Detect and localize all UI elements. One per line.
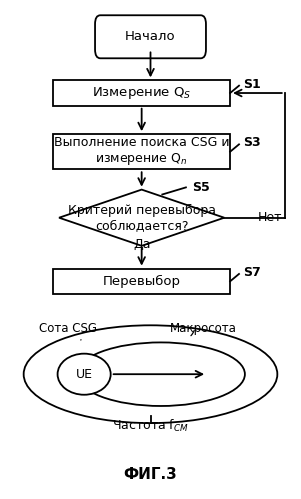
Ellipse shape	[24, 325, 277, 423]
Text: Да: Да	[133, 238, 150, 250]
Bar	[53, 80, 230, 106]
Text: Перевыбор: Перевыбор	[103, 275, 181, 288]
Polygon shape	[59, 190, 224, 246]
Text: S7: S7	[244, 266, 261, 279]
Ellipse shape	[57, 354, 111, 395]
Text: UE: UE	[76, 368, 93, 381]
Text: S3: S3	[244, 136, 261, 149]
Text: Начало: Начало	[125, 30, 176, 43]
Text: S1: S1	[244, 78, 261, 91]
Text: Частота f$_{СМ}$: Частота f$_{СМ}$	[112, 418, 189, 434]
FancyBboxPatch shape	[95, 15, 206, 58]
Text: Критерий перевыбора
соблюдается?: Критерий перевыбора соблюдается?	[68, 204, 216, 232]
Text: Измерение Q$_S$: Измерение Q$_S$	[92, 85, 191, 101]
Bar	[53, 268, 230, 294]
Text: Макросота: Макросота	[170, 322, 237, 335]
Text: Нет: Нет	[258, 211, 283, 224]
Text: Сота CSG: Сота CSG	[39, 322, 97, 335]
Text: S5: S5	[192, 181, 209, 194]
Text: ФИГ.3: ФИГ.3	[124, 467, 177, 482]
Ellipse shape	[77, 342, 245, 406]
Text: Выполнение поиска CSG и
измерение Q$_n$: Выполнение поиска CSG и измерение Q$_n$	[54, 136, 229, 167]
Bar	[53, 134, 230, 169]
